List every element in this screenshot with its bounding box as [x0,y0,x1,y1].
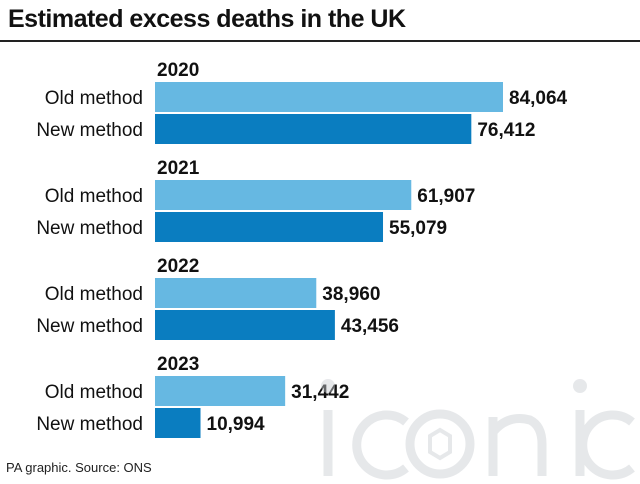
value-label: 10,994 [207,414,266,435]
year-label: 2022 [157,256,199,277]
bar-new-method [155,114,472,144]
chart-title: Estimated excess deaths in the UK [8,5,406,33]
value-label: 55,079 [389,218,447,239]
year-label: 2021 [157,158,200,179]
value-label: 38,960 [322,284,380,305]
bar-new-method [155,408,201,438]
value-label: 84,064 [509,88,568,109]
bar-new-method [155,212,384,242]
category-label: Old method [45,88,143,109]
value-label: 31,442 [291,382,349,403]
category-label: New method [36,414,143,435]
bar-old-method [155,278,317,308]
title-divider [0,40,640,42]
category-label: New method [36,316,143,337]
value-label: 76,412 [477,120,535,141]
year-label: 2023 [157,354,199,375]
source-note: PA graphic. Source: ONS [6,460,152,475]
category-label: New method [36,120,143,141]
year-label: 2020 [157,60,199,81]
category-label: Old method [45,284,143,305]
value-label: 61,907 [417,186,475,207]
category-label: Old method [45,186,143,207]
bar-old-method [155,82,503,112]
value-label: 43,456 [341,316,399,337]
category-label: Old method [45,382,143,403]
iconic-watermark [321,379,635,480]
bar-old-method [155,376,286,406]
bar-old-method [155,180,412,210]
category-label: New method [36,218,143,239]
bar-new-method [155,310,335,340]
